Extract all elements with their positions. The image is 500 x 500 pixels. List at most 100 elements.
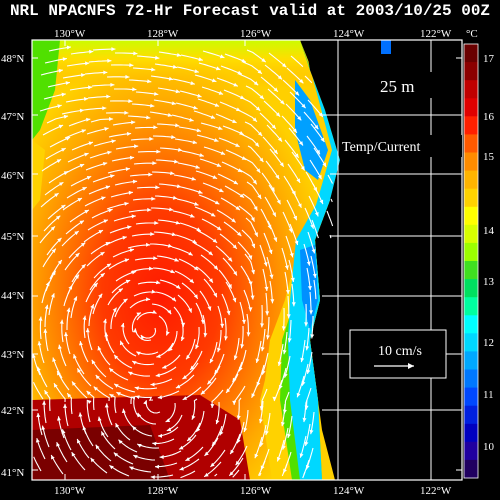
top-label-128w: 128°W (147, 28, 179, 40)
streamline-arrowhead (177, 147, 183, 152)
streamline-arrowhead (239, 193, 245, 198)
streamline-arrowhead (233, 355, 238, 360)
streamline-arrowhead (167, 309, 172, 315)
colorbar-swatch (464, 242, 478, 262)
streamline-arrowhead (77, 439, 81, 444)
streamline-arrowhead (281, 326, 286, 331)
streamline-arrowhead (259, 442, 264, 447)
streamline-arrowhead (133, 328, 138, 333)
streamline-arrowhead (59, 319, 64, 324)
streamline-arrowhead (79, 220, 84, 225)
streamline-arrowhead (254, 453, 259, 459)
streamline-arrowhead (51, 455, 55, 460)
streamline-arrowhead (322, 162, 327, 167)
streamline-arrowhead (241, 58, 246, 63)
lat-label-46n: 46°N (1, 170, 24, 182)
streamline-arrowhead (212, 238, 218, 243)
streamline-arrowhead (171, 135, 176, 139)
streamline-arrowhead (210, 403, 215, 408)
streamline (259, 472, 262, 477)
streamline-arrowhead (146, 297, 151, 302)
streamline-arrowhead (300, 166, 305, 171)
streamline-arrowhead (196, 227, 201, 232)
streamline-arrowhead (71, 452, 76, 457)
streamline-arrowhead (288, 228, 293, 233)
lake-patch (381, 40, 391, 54)
top-label-124w: 124°W (333, 28, 365, 40)
streamline-arrowhead (236, 415, 241, 420)
streamline-arrowhead (97, 346, 102, 351)
streamline (180, 470, 196, 479)
streamline-arrowhead (214, 200, 220, 205)
streamline-arrowhead (207, 306, 212, 311)
streamline-arrowhead (63, 171, 69, 175)
colorbar-swatch (464, 459, 478, 479)
streamline-arrowhead (57, 237, 62, 243)
velocity-scale-label: 10 cm/s (378, 344, 422, 359)
cb-label-10: 10 (483, 441, 495, 453)
cb-label-15: 15 (483, 151, 495, 163)
streamline-arrowhead (316, 149, 320, 155)
colorbar-swatch (464, 170, 478, 190)
streamline-arrowhead (100, 252, 105, 256)
bottom-label-122w: 122°W (420, 485, 452, 497)
streamline-arrowhead (208, 278, 213, 283)
streamline (281, 463, 288, 477)
streamline-arrowhead (129, 63, 134, 68)
streamline-arrowhead (158, 433, 162, 438)
streamline-arrowhead (251, 269, 256, 275)
streamline-arrowhead (82, 315, 87, 320)
streamline-arrowhead (214, 138, 219, 142)
streamline-arrowhead (204, 451, 209, 456)
streamline-arrowhead (197, 93, 202, 98)
streamline-arrowhead (309, 310, 314, 315)
streamline-arrowhead (61, 429, 66, 434)
streamline-arrowhead (224, 336, 228, 341)
streamline-arrowhead (193, 105, 198, 110)
streamline-arrowhead (85, 328, 90, 333)
streamline-arrowhead (82, 187, 87, 191)
streamline (232, 469, 240, 478)
streamline-arrowhead (57, 416, 61, 421)
streamline-arrowhead (42, 400, 46, 405)
streamline-arrowhead (251, 243, 256, 248)
lat-label-43n: 43°N (1, 349, 24, 361)
streamline-arrowhead (210, 115, 216, 119)
streamline-arrowhead (253, 206, 258, 211)
streamline-arrowhead (57, 344, 62, 349)
colorbar-swatch (464, 224, 478, 244)
streamline-arrowhead (239, 131, 244, 135)
streamline-arrowhead (219, 54, 225, 59)
streamline-arrowhead (95, 375, 100, 380)
streamline-arrowhead (275, 112, 281, 117)
streamline-arrowhead (280, 100, 285, 105)
streamline-arrowhead (299, 141, 303, 146)
streamline-arrowhead (301, 103, 306, 109)
cb-label-16: 16 (483, 111, 495, 123)
streamline-arrowhead (188, 251, 193, 256)
top-label-122w: 122°W (420, 28, 452, 40)
streamline-arrowhead (220, 151, 226, 155)
streamline-arrowhead (305, 346, 310, 351)
cb-label-12: 12 (483, 337, 494, 349)
streamline-arrowhead (273, 237, 278, 242)
streamline-arrowhead (320, 137, 325, 142)
streamline-arrowhead (314, 212, 319, 217)
streamline-arrowhead (174, 257, 179, 262)
streamline-arrowhead (175, 384, 181, 389)
streamline-arrowhead (155, 55, 160, 60)
streamline-arrowhead (136, 351, 141, 356)
streamline-arrowhead (132, 179, 138, 184)
streamline-arrowhead (304, 322, 309, 327)
streamline-arrowhead (169, 207, 174, 212)
streamline-arrowhead (310, 334, 315, 339)
streamline-arrowhead (232, 297, 237, 303)
streamline-arrowhead (151, 67, 156, 72)
streamline-arrowhead (211, 78, 217, 83)
streamline-arrowhead (319, 199, 324, 205)
streamline-arrowhead (213, 265, 218, 270)
streamline-arrowhead (85, 61, 90, 66)
streamline-arrowhead (317, 174, 322, 180)
streamline-arrowhead (131, 396, 136, 400)
top-axis-labels: 130°W 128°W 126°W 124°W 122°W (54, 28, 452, 40)
